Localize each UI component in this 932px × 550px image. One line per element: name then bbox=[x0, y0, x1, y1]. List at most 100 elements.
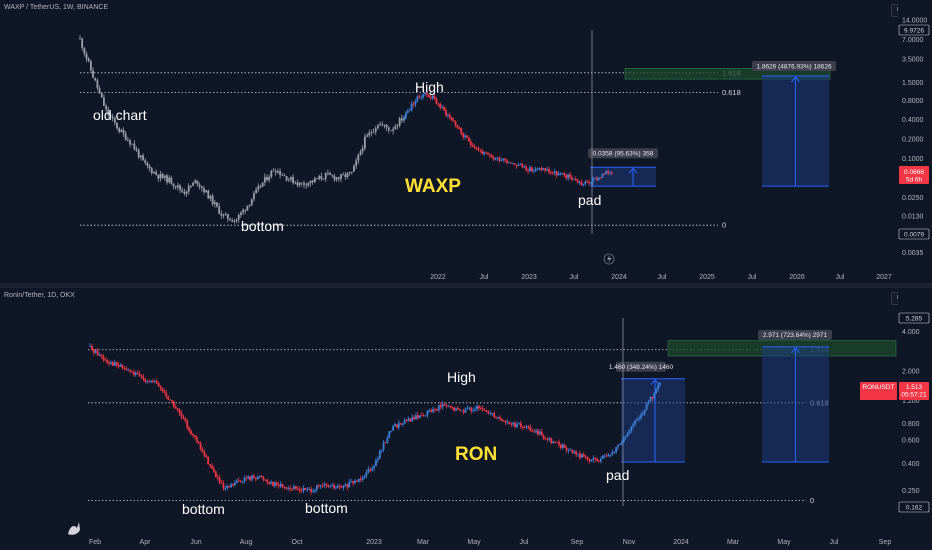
waxp-new-candle bbox=[431, 95, 434, 99]
ron-candle bbox=[455, 408, 457, 411]
ron-candle bbox=[180, 413, 183, 417]
ron-candle bbox=[451, 407, 454, 408]
waxp-new-candle bbox=[548, 169, 550, 173]
waxp-new-candle bbox=[521, 164, 524, 168]
ron-candle bbox=[531, 430, 534, 432]
annotation-waxp: WAXP bbox=[405, 176, 461, 197]
ron-candle bbox=[441, 404, 444, 408]
waxp-new-candle bbox=[424, 92, 426, 95]
waxp-old-candle bbox=[148, 165, 151, 169]
measure-arrowhead bbox=[628, 167, 638, 174]
ron-candle bbox=[655, 389, 658, 394]
ron-candle bbox=[294, 486, 297, 489]
ron-candle bbox=[197, 441, 200, 444]
waxp-old-candle bbox=[235, 219, 238, 221]
waxp-new-candle bbox=[511, 163, 514, 165]
ron-candle bbox=[106, 360, 109, 363]
ron-candle bbox=[172, 401, 175, 407]
waxp-new-candle bbox=[416, 96, 419, 102]
waxp-old-candle bbox=[244, 209, 247, 211]
ron-candle bbox=[167, 396, 170, 400]
waxp-old-candle bbox=[331, 174, 334, 176]
target-zone bbox=[624, 68, 831, 80]
measure-label: 1.460 (348.24%) 1460 bbox=[609, 364, 674, 371]
x-tick-label: Sep bbox=[571, 539, 584, 546]
ron-candle bbox=[165, 392, 168, 397]
ron-candle bbox=[622, 436, 625, 443]
ron-candle bbox=[357, 478, 360, 482]
ron-candle bbox=[460, 410, 463, 412]
ron-candle bbox=[659, 382, 661, 385]
x-tick-label: 2023 bbox=[521, 274, 537, 281]
ron-candle bbox=[142, 376, 145, 380]
waxp-new-candle bbox=[590, 182, 592, 184]
ron-candle bbox=[260, 475, 263, 478]
ron-candle bbox=[394, 424, 396, 427]
waxp-old-candle bbox=[194, 180, 197, 183]
waxp-new-candle bbox=[544, 168, 547, 171]
ron-candle bbox=[527, 426, 530, 428]
ron-candle bbox=[432, 409, 435, 413]
waxp-old-candle bbox=[189, 185, 192, 187]
ron-candle bbox=[344, 484, 347, 486]
waxp-old-candle bbox=[344, 174, 347, 177]
measure-box bbox=[590, 167, 656, 187]
waxp-old-candle bbox=[372, 131, 375, 133]
ron-candle bbox=[335, 487, 337, 489]
waxp-old-candle bbox=[316, 178, 318, 180]
waxp-new-candle bbox=[603, 173, 606, 175]
ron-candle bbox=[401, 424, 404, 425]
ron-candle bbox=[361, 477, 364, 480]
ron-candle bbox=[514, 422, 517, 427]
waxp-new-candle bbox=[498, 157, 501, 161]
ron-candle bbox=[428, 410, 431, 412]
ron-candle bbox=[403, 420, 406, 425]
waxp-new-candle bbox=[504, 158, 507, 161]
ron-candle bbox=[558, 441, 560, 445]
ron-candle bbox=[119, 364, 122, 367]
ron-candle bbox=[380, 449, 383, 452]
annotation-bottom: bottom bbox=[241, 218, 284, 234]
ron-candle bbox=[464, 408, 467, 413]
ron-candle bbox=[214, 471, 217, 477]
ron-candle bbox=[607, 454, 610, 457]
waxp-old-candle bbox=[385, 124, 388, 128]
ron-chart-title: Ronin/Tether, 1D, OKX bbox=[4, 292, 75, 299]
ron-candle bbox=[392, 426, 395, 431]
waxp-old-candle bbox=[103, 97, 105, 106]
pane-divider[interactable] bbox=[0, 283, 932, 288]
x-tick-label: Jul bbox=[830, 539, 839, 546]
lightning-icon-glyph bbox=[607, 255, 612, 263]
waxp-old-candle bbox=[126, 139, 129, 141]
waxp-old-candle bbox=[322, 178, 325, 180]
ron-candle bbox=[348, 481, 351, 488]
ron-candle bbox=[100, 354, 103, 357]
y-tick-label: 0.400 bbox=[902, 461, 920, 468]
waxp-old-candle bbox=[300, 182, 303, 184]
waxp-new-candle bbox=[525, 166, 528, 171]
waxp-chart-pane[interactable]: WAXP / TetherUS, 1W, BINANCE USDT 14.000… bbox=[0, 0, 932, 283]
waxp-new-candle bbox=[452, 120, 455, 122]
ron-candle bbox=[411, 417, 414, 422]
ron-candle bbox=[376, 459, 379, 461]
waxp-old-candle bbox=[292, 177, 295, 184]
ron-candle bbox=[519, 423, 522, 427]
ron-chart-pane[interactable]: Ronin/Tether, 1D, OKX USDT 5.0004.0002.0… bbox=[0, 288, 932, 550]
ron-candle bbox=[131, 371, 133, 373]
ron-candle bbox=[296, 488, 299, 490]
waxp-old-candle bbox=[213, 202, 216, 205]
waxp-old-candle bbox=[270, 170, 273, 177]
x-tick-label: Oct bbox=[292, 539, 303, 546]
ron-candle bbox=[416, 415, 419, 419]
ron-candle bbox=[535, 430, 537, 433]
waxp-new-candle bbox=[565, 175, 568, 179]
ron-candle bbox=[487, 412, 490, 414]
waxp-old-candle bbox=[353, 165, 355, 172]
ron-chart-canvas[interactable]: 5.0004.0002.0001.2000.8000.6000.4000.250… bbox=[0, 288, 932, 550]
waxp-new-candle bbox=[607, 171, 610, 174]
x-tick-label: Jul bbox=[658, 274, 667, 281]
waxp-chart-canvas[interactable]: 14.0000 7.0000 3.5000 1.5000 0.8000 0.4000 0.2… bbox=[0, 0, 932, 283]
waxp-new-candle bbox=[611, 172, 613, 174]
measure-label: 2.971 (723.64%) 2971 bbox=[763, 332, 828, 339]
waxp-old-candle bbox=[398, 118, 401, 126]
